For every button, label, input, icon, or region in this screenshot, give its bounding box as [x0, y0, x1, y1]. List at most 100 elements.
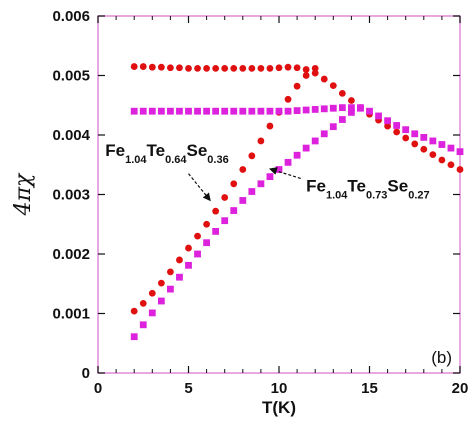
- data-point: [185, 244, 192, 252]
- data-point: [248, 107, 256, 115]
- data-point: [148, 289, 156, 297]
- data-point: [348, 97, 355, 104]
- axis-ticks: [97, 15, 461, 374]
- data-point: [275, 107, 283, 115]
- x-tick-label: 20: [452, 380, 469, 397]
- data-point: [176, 107, 183, 115]
- data-point: [329, 104, 337, 112]
- data-point: [176, 273, 183, 281]
- data-point: [167, 64, 174, 72]
- data-point: [329, 123, 337, 131]
- data-point: [167, 107, 174, 115]
- data-point: [284, 95, 292, 103]
- x-tick-label: 5: [184, 380, 192, 397]
- data-point: [239, 107, 247, 115]
- data-point: [221, 194, 229, 201]
- data-point: [221, 217, 229, 225]
- data-point: [248, 64, 256, 72]
- data-point: [185, 261, 192, 269]
- data-point: [293, 82, 301, 90]
- data-point: [221, 107, 229, 115]
- data-point: [212, 107, 220, 115]
- data-point: [167, 285, 174, 293]
- data-point: [139, 321, 147, 329]
- data-point: [139, 299, 147, 307]
- data-point: [194, 64, 201, 72]
- data-point: [266, 122, 274, 130]
- data-point: [167, 268, 174, 276]
- annotation-arrow: [188, 173, 211, 202]
- data-point: [248, 152, 256, 160]
- data-point: [203, 64, 211, 72]
- data-point: [311, 64, 319, 72]
- tick-labels: 0 5 10 15 20 0 0.001 0.002 0.003 0.004 0.005 0.006: [52, 8, 468, 397]
- data-point: [302, 106, 310, 114]
- data-point: [139, 107, 147, 115]
- data-point: [284, 107, 292, 115]
- data-point: [230, 207, 238, 214]
- data-point: [157, 279, 165, 287]
- data-point: [157, 297, 165, 305]
- data-point: [275, 64, 283, 72]
- data-point: [230, 180, 238, 188]
- data-point: [185, 107, 192, 115]
- data-point: [130, 333, 138, 341]
- compound-label: Fe1.04Te0.64Se0.36: [105, 141, 228, 166]
- data-point: [194, 232, 201, 240]
- data-point: [438, 156, 446, 164]
- data-point: [384, 122, 391, 130]
- data-point: [248, 188, 256, 195]
- data-point: [420, 133, 428, 141]
- data-point: [148, 63, 156, 71]
- y-tick-label: 0.005: [52, 68, 90, 85]
- data-point: [139, 63, 147, 70]
- data-point: [338, 116, 346, 123]
- data-point: [320, 105, 328, 113]
- data-point: [456, 148, 464, 156]
- data-point: [284, 158, 292, 166]
- data-point: [157, 107, 165, 115]
- data-point: [203, 239, 210, 247]
- data-point: [302, 144, 310, 152]
- data-point: [411, 140, 419, 148]
- data-point: [429, 151, 437, 159]
- data-point: [302, 66, 310, 73]
- data-point: [239, 166, 247, 173]
- data-point: [348, 104, 355, 112]
- x-axis-label: T(K): [262, 398, 296, 417]
- data-point: [148, 107, 156, 115]
- data-point: [366, 107, 373, 115]
- data-point: [438, 141, 446, 148]
- data-point: [212, 207, 220, 215]
- x-tick-label: 10: [271, 380, 288, 397]
- data-point: [212, 64, 220, 72]
- panel-label: (b): [431, 348, 452, 367]
- data-point: [130, 63, 138, 70]
- data-point: [203, 220, 211, 228]
- data-point: [420, 145, 428, 153]
- data-point: [311, 137, 319, 145]
- annotation-arrow: [268, 167, 301, 180]
- data-point: [257, 64, 265, 72]
- data-point: [311, 69, 319, 77]
- data-point: [130, 307, 138, 315]
- data-point: [266, 64, 274, 72]
- annotations: Fe1.04Te0.64Se0.36 Fe1.04Te0.73Se0.27: [105, 141, 429, 202]
- compound-label: Fe1.04Te0.73Se0.27: [306, 177, 429, 202]
- data-point: [239, 64, 247, 72]
- series-1: [130, 104, 464, 341]
- data-point: [338, 104, 346, 112]
- x-tick-label: 0: [94, 380, 102, 397]
- data-point: [266, 107, 274, 115]
- data-point: [230, 107, 238, 115]
- data-point: [348, 108, 355, 116]
- data-point: [320, 75, 328, 83]
- y-tick-label: 0.003: [52, 187, 90, 204]
- data-point: [148, 309, 156, 317]
- y-tick-label: 0.004: [52, 127, 90, 144]
- y-tick-label: 0.002: [52, 246, 90, 263]
- data-point: [293, 107, 301, 115]
- y-tick-label: 0.001: [52, 306, 90, 323]
- data-point: [194, 107, 201, 115]
